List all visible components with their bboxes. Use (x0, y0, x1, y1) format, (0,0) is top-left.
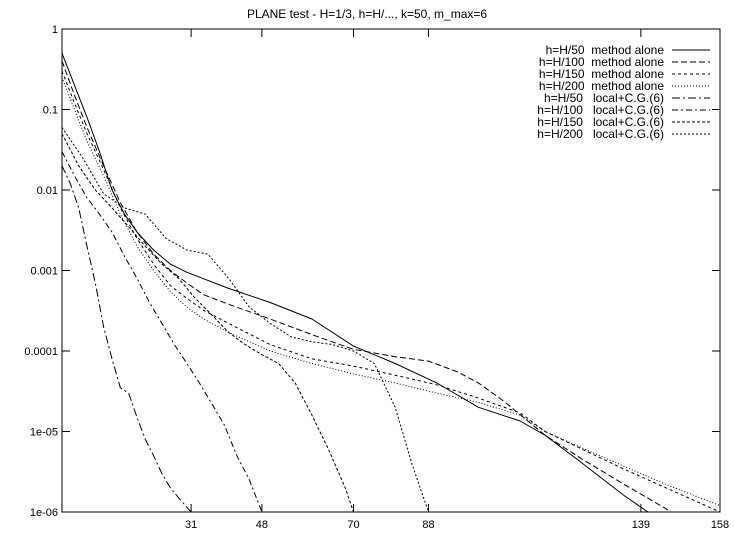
legend-label-3: h=H/150 method alone (539, 67, 664, 81)
chart-title: PLANE test - H=1/3, h=H/..., k=50, m_max… (247, 7, 487, 21)
x-tick-label: 158 (711, 519, 729, 531)
series-line-8 (62, 127, 429, 512)
series-line-5 (62, 165, 192, 512)
series-line-4 (62, 77, 720, 507)
legend-label-5: h=H/50 local+C.G.(6) (544, 91, 664, 105)
legend-label-7: h=H/150 local+C.G.(6) (537, 115, 664, 129)
y-tick-label: 0.1 (43, 105, 58, 117)
y-tick-label: 1e-05 (30, 427, 58, 439)
y-tick-label: 0.0001 (24, 346, 58, 358)
y-tick-label: 1e-06 (30, 507, 58, 519)
y-tick-label: 0.001 (30, 266, 58, 278)
x-tick-label: 139 (632, 519, 650, 531)
y-tick-label: 0.01 (37, 185, 58, 197)
series-line-6 (62, 151, 263, 512)
series-line-1 (62, 53, 649, 512)
legend-label-1: h=H/50 method alone (546, 43, 665, 57)
series-line-7 (62, 133, 354, 512)
legend-label-2: h=H/100 method alone (539, 55, 664, 69)
x-tick-label: 88 (422, 519, 434, 531)
x-tick-label: 31 (185, 519, 197, 531)
legend-label-4: h=H/200 method alone (539, 79, 664, 93)
legend-label-6: h=H/100 local+C.G.(6) (537, 103, 664, 117)
y-tick-label: 1 (52, 24, 58, 36)
series-layer (62, 53, 720, 512)
x-tick-label: 48 (256, 519, 268, 531)
legend-label-8: h=H/200 local+C.G.(6) (537, 127, 664, 141)
axis-ticks: 1 0.1 0.01 0.001 0.0001 1e-05 1e-06 31 48 70 88 139… (24, 24, 729, 531)
series-line-2 (62, 60, 672, 512)
x-tick-label: 70 (347, 519, 359, 531)
